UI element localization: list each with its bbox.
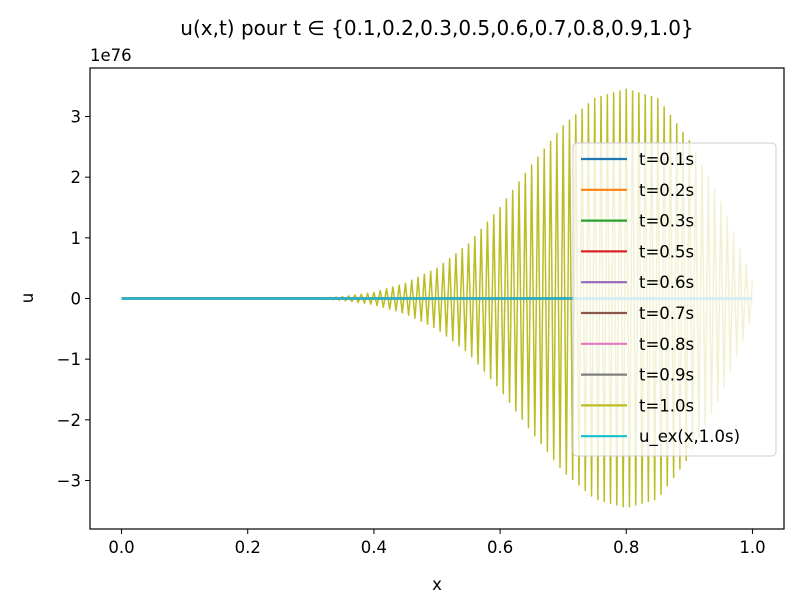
x-axis-label: x <box>432 575 442 594</box>
x-tick-label: 0.2 <box>235 538 261 557</box>
legend-label: t=0.5s <box>639 242 694 261</box>
y-axis: −3 −2 −1 0 1 2 3 <box>57 108 90 490</box>
legend: t=0.1s t=0.2s t=0.3s t=0.5s t=0.6s t=0.7s t=0.… <box>572 142 777 457</box>
legend-label: u_ex(x,1.0s) <box>639 427 740 447</box>
legend-label: t=0.9s <box>639 366 694 385</box>
x-tick-label: 0.6 <box>487 538 513 557</box>
legend-label: t=1.0s <box>639 396 694 415</box>
x-tick-label: 0.4 <box>361 538 387 557</box>
legend-label: t=0.2s <box>639 181 694 200</box>
y-tick-label: 2 <box>71 168 82 187</box>
legend-label: t=0.6s <box>639 273 694 292</box>
legend-label: t=0.8s <box>639 335 694 354</box>
y-scale-offset: 1e76 <box>90 46 132 65</box>
x-tick-label: 1.0 <box>739 538 765 557</box>
y-tick-label: 1 <box>71 229 82 248</box>
x-axis: 0.0 0.2 0.4 0.6 0.8 1.0 <box>108 529 766 557</box>
y-tick-label: 3 <box>71 108 82 127</box>
y-tick-label: −3 <box>57 471 81 490</box>
legend-label: t=0.7s <box>639 304 694 323</box>
legend-label: t=0.3s <box>639 212 694 231</box>
legend-label: t=0.1s <box>639 150 694 169</box>
x-tick-label: 0.0 <box>108 538 134 557</box>
y-axis-label: u <box>18 293 37 303</box>
y-tick-label: 0 <box>71 290 82 309</box>
y-tick-label: −1 <box>57 350 81 369</box>
chart-title: u(x,t) pour t ∈ {0.1,0.2,0.3,0.5,0.6,0.7… <box>180 16 693 40</box>
x-tick-label: 0.8 <box>613 538 639 557</box>
y-tick-label: −2 <box>57 411 81 430</box>
